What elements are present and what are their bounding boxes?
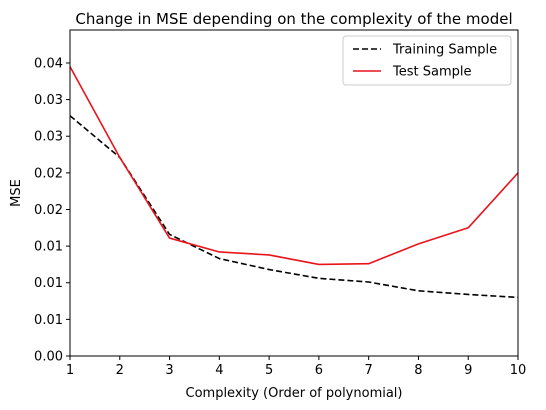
x-tick-label: 1 — [66, 363, 74, 378]
x-tick-label: 9 — [464, 363, 472, 378]
training-sample-line — [69, 115, 519, 299]
y-tick-label: 0.01 — [34, 313, 63, 328]
legend: Training Sample Test Sample — [342, 35, 512, 86]
y-tick-label: 0.02 — [34, 203, 63, 218]
y-tick-label: 0.02 — [34, 166, 63, 181]
legend-box — [342, 35, 512, 86]
x-axis-label: Complexity (Order of polynomial) — [186, 386, 403, 401]
y-tick-label: 0.04 — [34, 56, 63, 71]
test-sample-line — [69, 66, 519, 266]
y-tick-label: 0.01 — [34, 240, 63, 255]
x-tick-label: 2 — [116, 363, 124, 378]
x-tick-label: 10 — [510, 363, 527, 378]
x-tick-label: 4 — [215, 363, 223, 378]
y-tick-label: 0.01 — [34, 276, 63, 291]
x-tick-label: 7 — [365, 363, 373, 378]
y-tick-label: 0.03 — [34, 130, 63, 145]
plot-area — [69, 66, 519, 299]
axes-frame — [69, 29, 519, 357]
x-tick-label: 6 — [315, 363, 323, 378]
y-axis: 0.00 0.01 0.01 0.01 0.02 0.02 0.03 0.03 0.04 — [34, 56, 70, 365]
legend-label: Training Sample — [392, 43, 497, 58]
x-tick-label: 8 — [414, 363, 422, 378]
x-axis: 1 2 3 4 5 6 7 8 9 10 — [66, 356, 526, 378]
y-tick-label: 0.03 — [34, 93, 63, 108]
x-tick-label: 3 — [165, 363, 173, 378]
legend-label: Test Sample — [392, 65, 471, 80]
chart-title: Change in MSE depending on the complexit… — [75, 10, 512, 28]
x-tick-label: 5 — [265, 363, 273, 378]
y-axis-label: MSE — [9, 179, 24, 207]
y-tick-label: 0.00 — [34, 350, 63, 365]
